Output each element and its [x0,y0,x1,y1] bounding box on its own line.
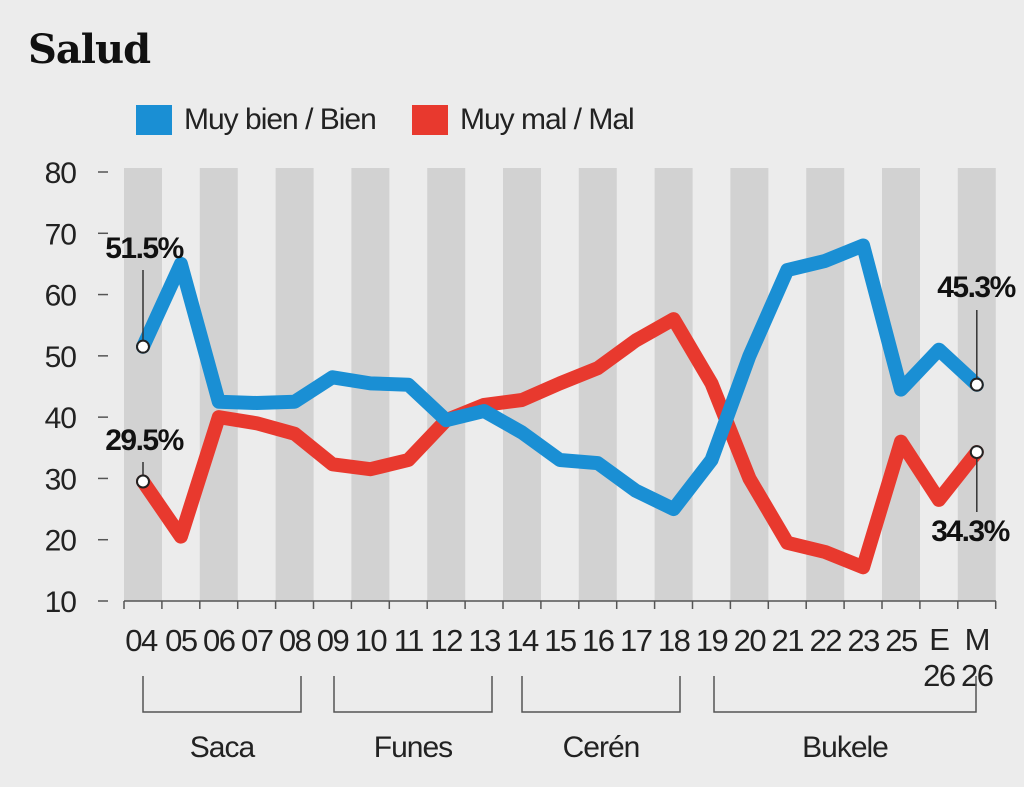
x-tick-label-15: 19 [696,623,728,658]
x-tick-label-4: 08 [279,623,311,658]
x-tick-label-2: 06 [203,623,235,658]
x-tick-label-9: 13 [468,623,500,658]
y-tick-label-50: 50 [45,341,77,374]
x-tick-label-14: 18 [658,623,690,658]
x-tick-label-6: 10 [355,623,388,658]
band-0 [124,168,162,601]
annotation-marker-2 [969,377,984,392]
y-tick-label-30: 30 [45,463,77,496]
group-label-2: Cerén [563,731,640,764]
band-10 [503,168,541,601]
x-tick-label-11: 15 [544,623,576,658]
x-tick-label-18: 22 [809,623,841,658]
y-tick-label-20: 20 [45,525,77,558]
band-14 [654,168,693,601]
group-label-1: Funes [374,731,452,764]
x-tick-label-16: 20 [734,623,767,658]
x-tick-label-22: M [965,622,989,657]
y-tick-label-60: 60 [45,280,77,313]
x-tick-label-19: 23 [847,623,879,658]
x-tick-label-1: 05 [165,623,197,658]
x-tick-label-8: 12 [430,623,462,658]
legend-item-good: Muy bien / Bien [136,102,377,138]
annotation-label-1: 29.5% [105,424,183,457]
annotation-label-2: 45.3% [937,271,1015,304]
legend-item-bad: Muy mal / Mal [412,102,635,138]
y-tick-label-70: 70 [45,218,77,251]
x-tick-label-22: 26 [961,658,993,693]
group-bracket-funes [333,676,493,713]
group-bracket-bukele [713,676,977,713]
y-tick-label-40: 40 [45,402,77,435]
annotation-marker-1 [136,474,150,489]
x-tick-label-13: 17 [620,623,652,658]
annotation-label-0: 51.5% [105,232,183,265]
group-bracket-saca [142,676,302,713]
legend-label-good: Muy bien / Bien [184,103,377,136]
y-tick-label-80: 80 [45,157,77,190]
band-12 [578,168,617,601]
x-tick-label-21: 26 [923,658,955,693]
series-line-bad [136,312,984,575]
x-tick-label-20: 25 [885,623,917,658]
x-tick-label-10: 14 [506,623,539,658]
x-tick-label-17: 21 [772,623,804,658]
series-line-good [136,238,984,517]
legend-swatch-good [136,105,172,135]
x-tick-label-21: E [929,622,949,657]
group-label-3: Bukele [802,731,888,764]
x-tick-label-12: 16 [582,623,614,658]
x-tick-label-5: 09 [317,623,349,658]
legend-swatch-bad [412,105,448,135]
band-18 [806,168,845,601]
x-tick-label-7: 11 [394,623,423,658]
annotation-label-3: 34.3% [931,515,1009,548]
group-bracket-cerén [521,676,681,713]
legend-label-bad: Muy mal / Mal [460,103,635,136]
band-8 [427,168,466,601]
annotation-marker-0 [136,339,150,354]
x-tick-label-3: 07 [241,623,273,658]
group-label-0: Saca [190,731,256,764]
y-tick-label-10: 10 [45,586,77,619]
chart-title: Salud [28,26,151,73]
annotation-marker-3 [969,445,984,460]
x-tick-label-0: 04 [125,623,158,658]
band-4 [275,168,314,601]
